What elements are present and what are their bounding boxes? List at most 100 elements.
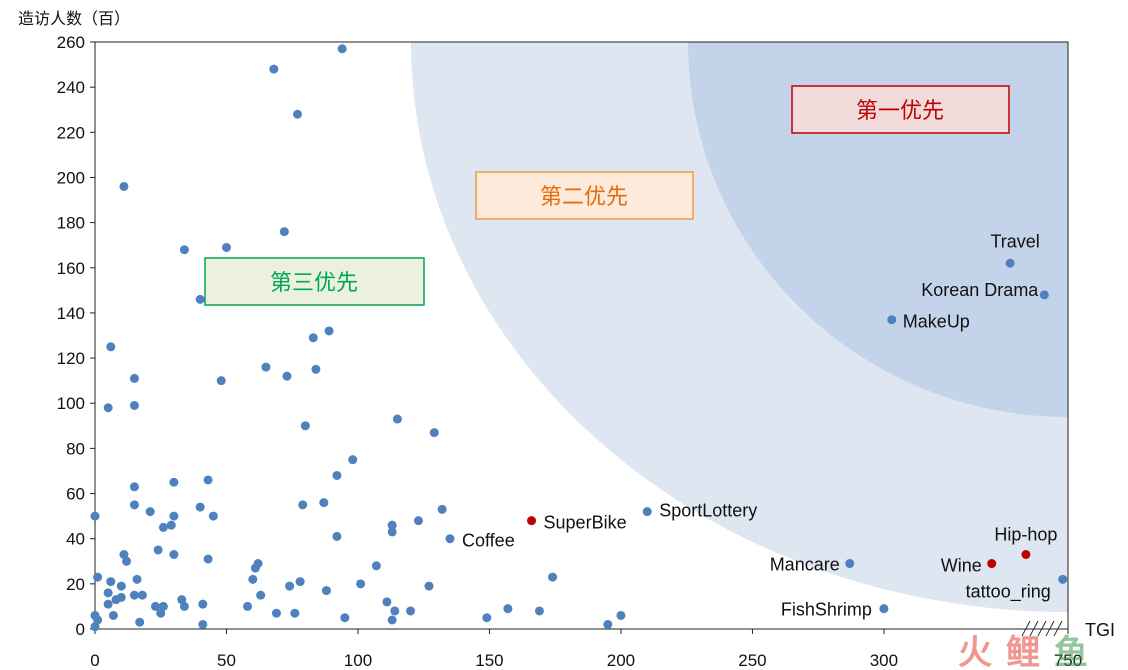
data-point (319, 498, 329, 508)
x-axis-title: TGI (1085, 620, 1115, 640)
data-point (290, 608, 300, 618)
data-point (116, 581, 126, 591)
data-point (106, 342, 116, 352)
x-tick-label: 100 (344, 651, 372, 670)
zone-first-priority-area (688, 42, 1068, 417)
data-point (243, 601, 253, 611)
data-point (642, 507, 652, 517)
point-label: SportLottery (659, 501, 757, 521)
data-point (269, 64, 279, 74)
data-point (987, 559, 997, 569)
x-tick-label: 200 (607, 651, 635, 670)
data-point (1039, 290, 1049, 300)
data-point (311, 364, 321, 374)
data-point (108, 610, 118, 620)
data-point (90, 622, 100, 632)
data-points (90, 44, 1068, 632)
data-point (424, 581, 434, 591)
data-point (292, 109, 302, 119)
data-point (356, 579, 366, 589)
data-point (169, 477, 179, 487)
data-point (1058, 574, 1068, 584)
data-point (103, 599, 113, 609)
y-tick-label: 240 (57, 78, 85, 97)
data-point (285, 581, 295, 591)
x-tick-label: 0 (90, 651, 99, 670)
data-point (203, 554, 213, 564)
data-point (392, 414, 402, 424)
y-tick-label: 80 (66, 439, 85, 458)
zone-third-priority-box (204, 257, 425, 306)
data-point (129, 373, 139, 383)
data-point (371, 561, 381, 571)
zone-second-priority-box (475, 171, 694, 220)
data-point (332, 470, 342, 480)
data-point (129, 482, 139, 492)
data-point (150, 601, 160, 611)
zone-first-priority-box (791, 85, 1010, 134)
data-point (103, 588, 113, 598)
data-point (129, 400, 139, 410)
data-point (129, 500, 139, 510)
data-point (177, 595, 187, 605)
x-tick-label: 250 (738, 651, 766, 670)
data-point (221, 242, 231, 252)
data-point (603, 619, 613, 629)
data-point (129, 590, 139, 600)
data-point (337, 44, 347, 54)
data-point (387, 520, 397, 530)
data-point (295, 577, 305, 587)
y-tick-label: 140 (57, 304, 85, 323)
data-point (616, 610, 626, 620)
point-label: Wine (941, 556, 982, 576)
data-point (135, 617, 145, 627)
point-label: Coffee (462, 531, 515, 551)
data-point (413, 516, 423, 526)
x-tick-label: 150 (475, 651, 503, 670)
x-tick-label: 750 (1054, 651, 1082, 670)
data-point (179, 245, 189, 255)
y-axis-title: 造访人数（百） (18, 9, 130, 28)
data-point (340, 613, 350, 623)
data-point (445, 534, 455, 544)
y-tick-label: 180 (57, 214, 85, 233)
data-point (845, 559, 855, 569)
point-label: FishShrimp (781, 600, 872, 620)
y-tick-label: 100 (57, 394, 85, 413)
data-point (195, 502, 205, 512)
data-point (879, 604, 889, 614)
data-point (348, 455, 358, 465)
data-point (271, 608, 281, 618)
data-point (527, 516, 537, 526)
axis-break-mark (1021, 620, 1063, 637)
zone-third-priority-label: 第三优先 (270, 271, 358, 296)
y-tick-label: 0 (76, 620, 85, 639)
point-labels: Coffee SportLottery Mancare FishShrimp tatto… (462, 231, 1057, 619)
zone-first-priority-label: 第一优先 (856, 99, 944, 124)
data-point (390, 606, 400, 616)
data-point (503, 604, 513, 614)
data-point (158, 601, 168, 611)
data-point (203, 475, 213, 485)
data-point (216, 376, 226, 386)
data-point (198, 619, 208, 629)
x-tick-label: 300 (870, 651, 898, 670)
y-tick-label: 200 (57, 168, 85, 187)
data-point (90, 511, 100, 521)
watermark-char: 鲤 (1006, 633, 1040, 670)
data-point (119, 181, 129, 191)
data-point (387, 615, 397, 625)
point-label: SuperBike (544, 513, 627, 533)
watermark-char: 火 (958, 633, 992, 670)
data-point (169, 511, 179, 521)
data-point (298, 500, 308, 510)
data-point (116, 592, 126, 602)
data-point (208, 511, 218, 521)
data-point (887, 315, 897, 325)
zone-second-priority-label: 第二优先 (540, 185, 628, 210)
data-point (103, 403, 113, 413)
data-point (153, 545, 163, 555)
data-point (145, 507, 155, 517)
point-label: Travel (990, 231, 1039, 251)
